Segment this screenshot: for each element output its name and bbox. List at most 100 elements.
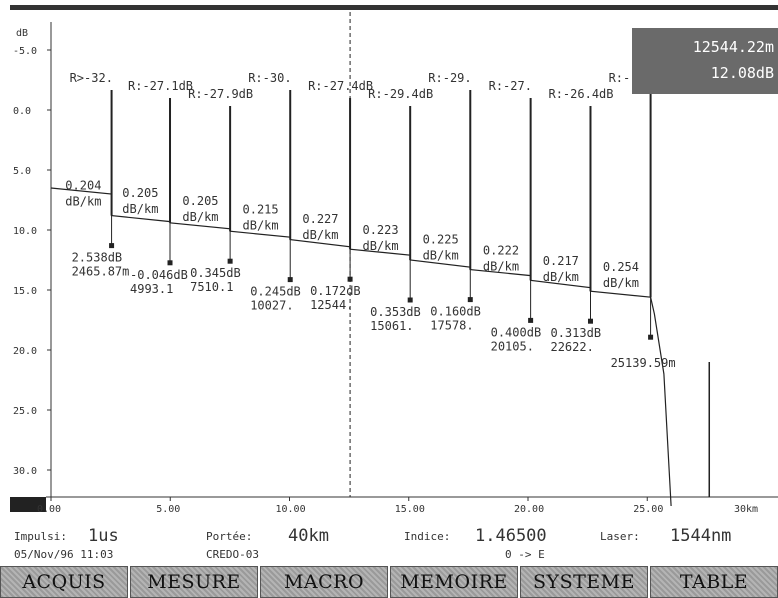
event-loss-label: -0.046dB: [130, 268, 188, 282]
impulse-label: Impulsi:: [14, 530, 67, 543]
event-marker: [407, 297, 413, 303]
axis-origin-block: [10, 497, 46, 512]
x-tick-label: 5.00: [156, 504, 180, 515]
y-tick-label: 20.0: [13, 346, 37, 357]
slope-unit-label: dB/km: [483, 259, 519, 273]
slope-value-label: 0.227: [302, 212, 338, 226]
reflectance-label: R:-27.: [489, 79, 532, 93]
slope-value-label: 0.223: [362, 223, 398, 237]
slope-unit-label: dB/km: [543, 270, 579, 284]
slope-value-label: 0.204: [65, 179, 101, 193]
laser-value: 1544nm: [670, 526, 732, 546]
y-tick-label: 30.0: [13, 466, 37, 477]
event-distance-label: 25139.59m: [611, 356, 676, 370]
slope-unit-label: dB/km: [65, 195, 101, 209]
slope-value-label: 0.217: [543, 254, 579, 268]
event-loss-label: 0.313dB: [550, 326, 601, 340]
reflectance-label: R:-29.4dB: [368, 87, 433, 101]
x-tick-label: 20.00: [514, 504, 544, 515]
reflectance-label: R>-32.: [70, 71, 113, 85]
slope-value-label: 0.222: [483, 243, 519, 257]
reflectance-label: R:-26.4dB: [548, 87, 613, 101]
x-tick-label: 25.00: [633, 504, 663, 515]
range-label: Portée:: [206, 530, 253, 543]
menu-systeme-button[interactable]: SYSTEME: [520, 566, 648, 598]
event-distance-label: 4993.1: [130, 282, 173, 296]
menu-mesure-button[interactable]: MESURE: [130, 566, 258, 598]
event-marker: [528, 317, 534, 323]
readout-distance: 12544.22m: [692, 38, 774, 56]
reflectance-label: R:-30.: [248, 71, 291, 85]
otdr-trace-plot: dB -5.0 0.0 5.0 10.0 15.0 20.0 25.0 30.0 0.00 5.00…: [10, 5, 778, 515]
reflectance-label: R:-29.: [428, 71, 471, 85]
y-unit-label: dB: [16, 28, 28, 39]
reflectance-label: R:-27.9dB: [188, 87, 253, 101]
slope-value-label: 0.225: [423, 233, 459, 247]
y-tick-label: 0.0: [13, 106, 31, 117]
event-marker: [109, 243, 115, 249]
event-loss-label: 0.245dB: [250, 285, 301, 299]
file-name: CREDO-03: [206, 548, 259, 561]
slope-value-label: 0.205: [182, 194, 218, 208]
event-loss-label: 2.538dB: [72, 251, 123, 265]
date-time: 05/Nov/96 11:03: [14, 548, 114, 561]
slope-unit-label: dB/km: [302, 228, 338, 242]
event-distance-label: 10027.: [250, 299, 293, 313]
y-tick-label: 15.0: [13, 286, 37, 297]
event-loss-label: 0.345dB: [190, 266, 241, 280]
event-marker: [347, 276, 353, 282]
direction: 0 -> E: [505, 548, 545, 561]
slope-unit-label: dB/km: [182, 210, 218, 224]
slope-unit-label: dB/km: [243, 219, 279, 233]
event-distance-label: 12544.: [310, 298, 353, 312]
menu-macro-button[interactable]: MACRO: [260, 566, 388, 598]
slope-unit-label: dB/km: [362, 239, 398, 253]
menu-acquis-button[interactable]: ACQUIS: [0, 566, 128, 598]
slope-value-label: 0.205: [122, 186, 158, 200]
index-label: Indice:: [404, 530, 451, 543]
reflectance-label: R:-27.4dB: [308, 79, 373, 93]
event-loss-label: 0.172dB: [310, 284, 361, 298]
event-loss-label: 0.400dB: [491, 325, 542, 339]
event-marker: [467, 297, 473, 303]
x-tick-label: 15.00: [395, 504, 425, 515]
event-distance-label: 7510.1: [190, 280, 233, 294]
event-distance-label: 2465.87m: [72, 265, 130, 279]
event-distance-label: 17578.: [430, 319, 473, 333]
slope-unit-label: dB/km: [603, 276, 639, 290]
slope-unit-label: dB/km: [423, 249, 459, 263]
impulse-value: 1us: [88, 526, 119, 546]
reflectance-label: R:-: [609, 71, 631, 85]
event-marker: [587, 318, 593, 324]
event-marker: [648, 334, 654, 340]
slope-value-label: 0.215: [243, 203, 279, 217]
event-marker: [227, 258, 233, 264]
readout-loss: 12.08dB: [710, 64, 774, 82]
y-tick-label: 5.0: [13, 166, 31, 177]
x-tick-label: 0.00: [37, 504, 61, 515]
event-loss-label: 0.160dB: [430, 305, 481, 319]
menu-table-button[interactable]: TABLE: [650, 566, 778, 598]
index-value: 1.46500: [475, 526, 547, 546]
event-loss-label: 0.353dB: [370, 305, 421, 319]
function-menu: ACQUIS MESURE MACRO MEMOIRE SYSTEME TABL…: [0, 566, 778, 598]
event-marker: [167, 260, 173, 266]
y-tick-label: 10.0: [13, 226, 37, 237]
reflectance-label: R:-27.1dB: [128, 79, 193, 93]
laser-label: Laser:: [600, 530, 640, 543]
y-tick-label: 25.0: [13, 406, 37, 417]
range-value: 40km: [288, 526, 329, 546]
event-marker: [287, 277, 293, 283]
event-distance-label: 22622.: [550, 340, 593, 354]
slope-value-label: 0.254: [603, 260, 639, 274]
event-distance-label: 20105.: [491, 339, 534, 353]
top-bar: [10, 5, 778, 10]
event-distance-label: 15061.: [370, 319, 413, 333]
slope-unit-label: dB/km: [122, 202, 158, 216]
x-tick-label: 10.00: [276, 504, 306, 515]
x-unit-label: 30km: [734, 504, 758, 515]
menu-memoire-button[interactable]: MEMOIRE: [390, 566, 518, 598]
cursor-readout: 12544.22m 12.08dB: [632, 28, 778, 94]
y-tick-label: -5.0: [13, 46, 37, 57]
